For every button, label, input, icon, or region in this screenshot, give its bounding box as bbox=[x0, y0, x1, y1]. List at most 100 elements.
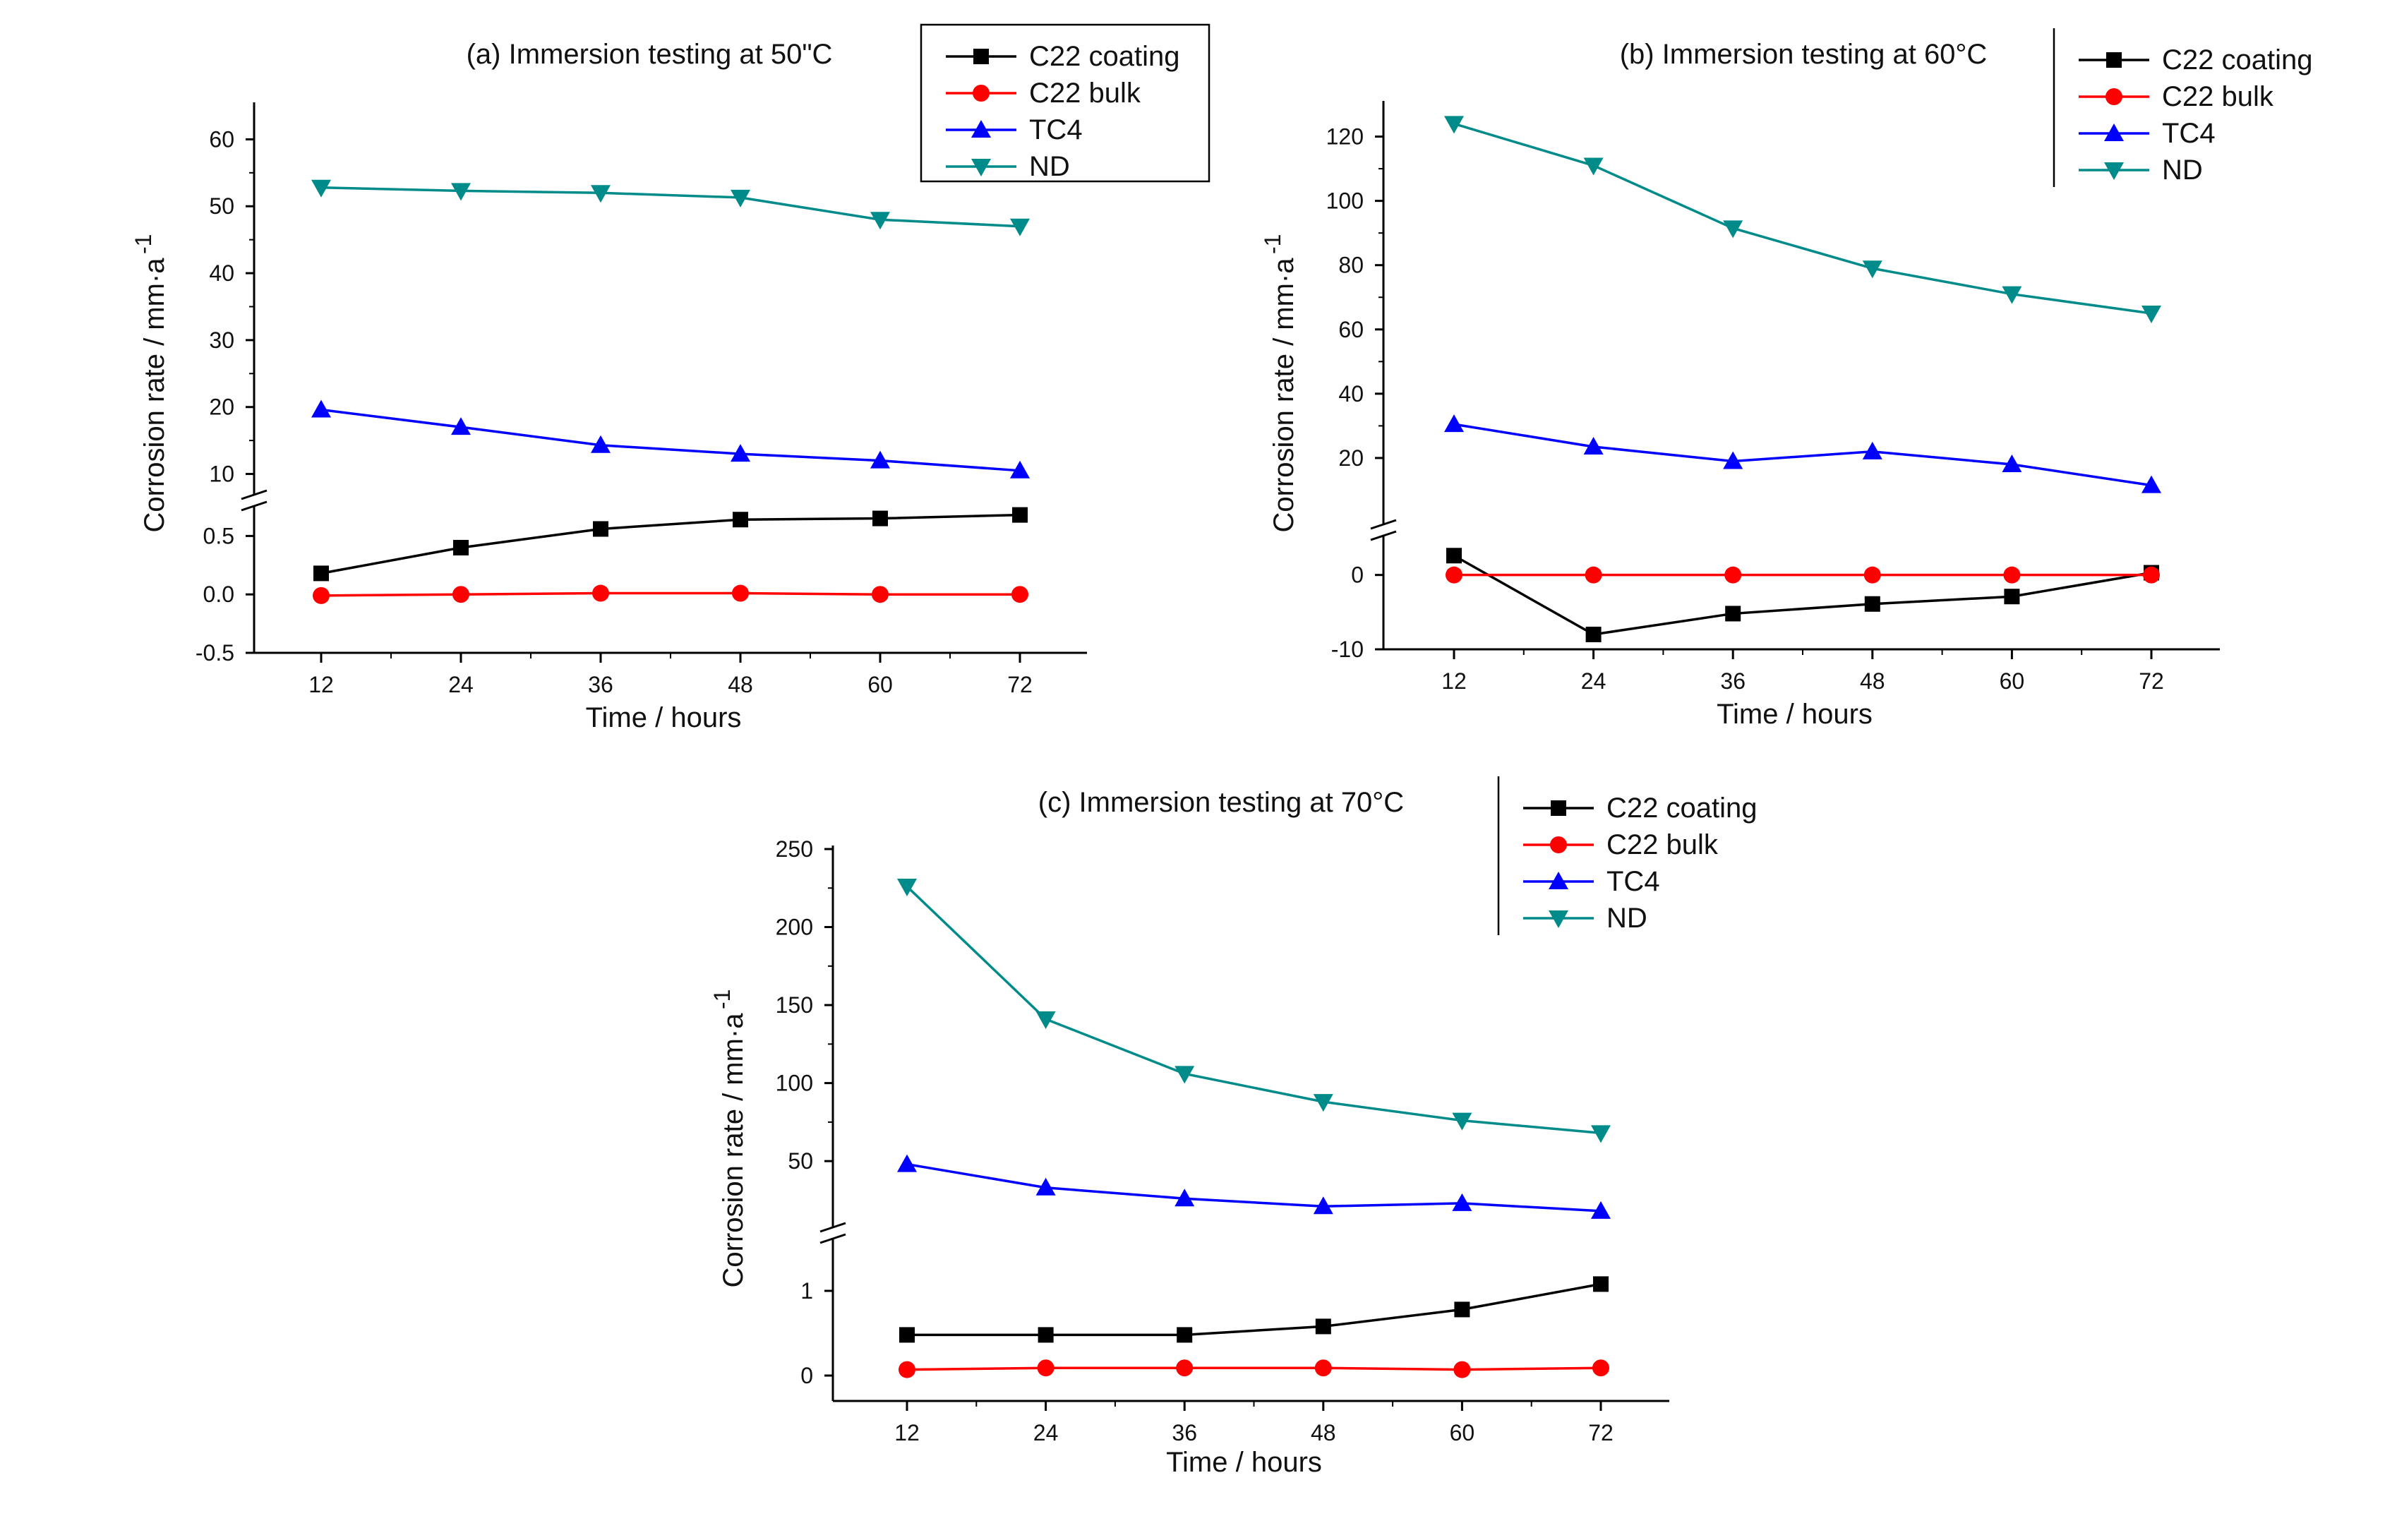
data-point bbox=[311, 399, 331, 418]
data-point bbox=[1012, 507, 1028, 523]
data-point bbox=[731, 444, 750, 462]
data-point bbox=[452, 586, 469, 603]
y-axis-label: Corrosion rate / mm·a bbox=[718, 1013, 749, 1288]
data-point bbox=[870, 212, 890, 230]
legend-label: C22 coating bbox=[1029, 41, 1179, 72]
legend-marker bbox=[1549, 872, 1568, 889]
legend-label: TC4 bbox=[1606, 866, 1660, 897]
legend-marker bbox=[971, 159, 991, 176]
data-point bbox=[1585, 566, 1602, 584]
data-point bbox=[1176, 1359, 1194, 1377]
data-point bbox=[1175, 1189, 1195, 1207]
x-tick-label: 24 bbox=[1581, 668, 1606, 694]
y-tick-label: 100 bbox=[776, 1071, 813, 1096]
x-tick-label: 48 bbox=[1860, 668, 1885, 694]
y-tick-label: 80 bbox=[1338, 253, 1364, 278]
y-axis-label-group: Corrosion rate / mm·a -1 bbox=[1260, 234, 1299, 533]
legend-marker bbox=[1549, 910, 1568, 928]
y-axis-label-group: Corrosion rate / mm·a -1 bbox=[709, 989, 749, 1288]
series-line-tc4 bbox=[320, 408, 1021, 472]
chart-panel-c: (c) Immersion testing at 70°C 50 100 150 200… bbox=[709, 776, 1757, 1478]
data-point bbox=[732, 584, 749, 602]
legend-marker bbox=[973, 49, 989, 64]
data-point bbox=[1010, 460, 1030, 479]
legend-marker bbox=[1550, 836, 1567, 853]
legend-label: C22 coating bbox=[2162, 44, 2312, 76]
legend-label: ND bbox=[2162, 155, 2203, 186]
x-tick-label: 12 bbox=[1441, 668, 1467, 694]
legend-label: TC4 bbox=[1029, 114, 1083, 145]
y-axis-label: Corrosion rate / mm·a bbox=[139, 258, 170, 533]
data-point bbox=[1315, 1318, 1331, 1335]
data-point bbox=[1452, 1193, 1472, 1211]
data-point bbox=[1010, 218, 1030, 236]
data-point bbox=[2141, 306, 2161, 323]
x-tick-label: 60 bbox=[867, 672, 893, 697]
data-point bbox=[1862, 260, 1882, 279]
legend-label: C22 coating bbox=[1606, 793, 1757, 824]
axis-break-mark bbox=[241, 489, 268, 500]
legend: C22 coating C22 bulk TC4 ND bbox=[1497, 776, 1757, 935]
x-axis-label: Time / hours bbox=[1166, 1447, 1322, 1478]
data-point bbox=[1591, 1125, 1611, 1143]
chart-panel-b: (b) Immersion testing at 60°C 20 40 60 80 100… bbox=[1260, 28, 2312, 730]
legend-marker bbox=[2104, 162, 2124, 180]
y-tick-label: 60 bbox=[1338, 317, 1364, 342]
series-line-c22-bulk bbox=[906, 1366, 1602, 1371]
x-axis-label: Time / hours bbox=[586, 702, 742, 733]
data-point bbox=[2143, 566, 2160, 584]
x-tick-label: 12 bbox=[894, 1420, 920, 1445]
x-tick-label: 24 bbox=[448, 672, 474, 697]
data-point bbox=[593, 521, 608, 537]
x-tick-label: 36 bbox=[588, 672, 613, 697]
series-line-tc4 bbox=[906, 1162, 1602, 1213]
data-point bbox=[1723, 451, 1743, 469]
data-point bbox=[1035, 1177, 1056, 1196]
y-tick-label: 10 bbox=[209, 462, 234, 487]
data-point bbox=[872, 510, 888, 527]
data-point bbox=[591, 185, 611, 203]
data-point bbox=[1725, 606, 1741, 622]
y-tick-label: 200 bbox=[776, 915, 813, 940]
y-tick-label: -0.5 bbox=[196, 640, 234, 666]
legend-label: TC4 bbox=[2162, 118, 2216, 149]
legend-marker bbox=[973, 85, 990, 102]
y-tick-label: 50 bbox=[209, 193, 234, 219]
y-tick-label: 40 bbox=[1338, 381, 1364, 407]
y-tick-label: 20 bbox=[209, 395, 234, 420]
data-point bbox=[897, 1154, 917, 1172]
axis-break-mark bbox=[819, 1222, 846, 1233]
legend-label: ND bbox=[1029, 151, 1070, 182]
series-line-c22-coating bbox=[907, 1282, 1602, 1337]
series-line-c22-coating bbox=[1453, 554, 2152, 636]
y-tick-label: 1 bbox=[800, 1278, 813, 1304]
data-point bbox=[453, 539, 469, 555]
legend-label: C22 bulk bbox=[1606, 829, 1719, 860]
data-point bbox=[1863, 566, 1881, 584]
data-point bbox=[1592, 1359, 1609, 1377]
data-point bbox=[313, 565, 329, 582]
y-axis-label-superscript: -1 bbox=[709, 989, 735, 1009]
legend-label: C22 bulk bbox=[2162, 81, 2274, 112]
series-line-nd bbox=[1453, 122, 2152, 315]
data-point bbox=[872, 586, 889, 603]
y-axis-label-superscript: -1 bbox=[131, 234, 156, 254]
data-point bbox=[592, 584, 609, 602]
y-tick-label: 60 bbox=[209, 126, 234, 152]
y-tick-label: 0 bbox=[800, 1363, 813, 1388]
axis-break-mark bbox=[819, 1233, 846, 1244]
y-axis-label-group: Corrosion rate / mm·a -1 bbox=[131, 234, 170, 533]
axis-break-mark bbox=[1370, 519, 1397, 530]
data-point bbox=[1177, 1327, 1193, 1343]
data-point bbox=[1593, 1276, 1609, 1292]
x-tick-label: 36 bbox=[1172, 1420, 1197, 1445]
chart-title: (b) Immersion testing at 60°C bbox=[1620, 39, 1988, 70]
data-point bbox=[870, 450, 890, 469]
x-tick-label: 36 bbox=[1720, 668, 1746, 694]
y-tick-label: 20 bbox=[1338, 445, 1364, 471]
series-line-nd bbox=[906, 885, 1602, 1135]
series-line-tc4 bbox=[1453, 423, 2152, 487]
y-tick-label: 100 bbox=[1326, 188, 1364, 214]
